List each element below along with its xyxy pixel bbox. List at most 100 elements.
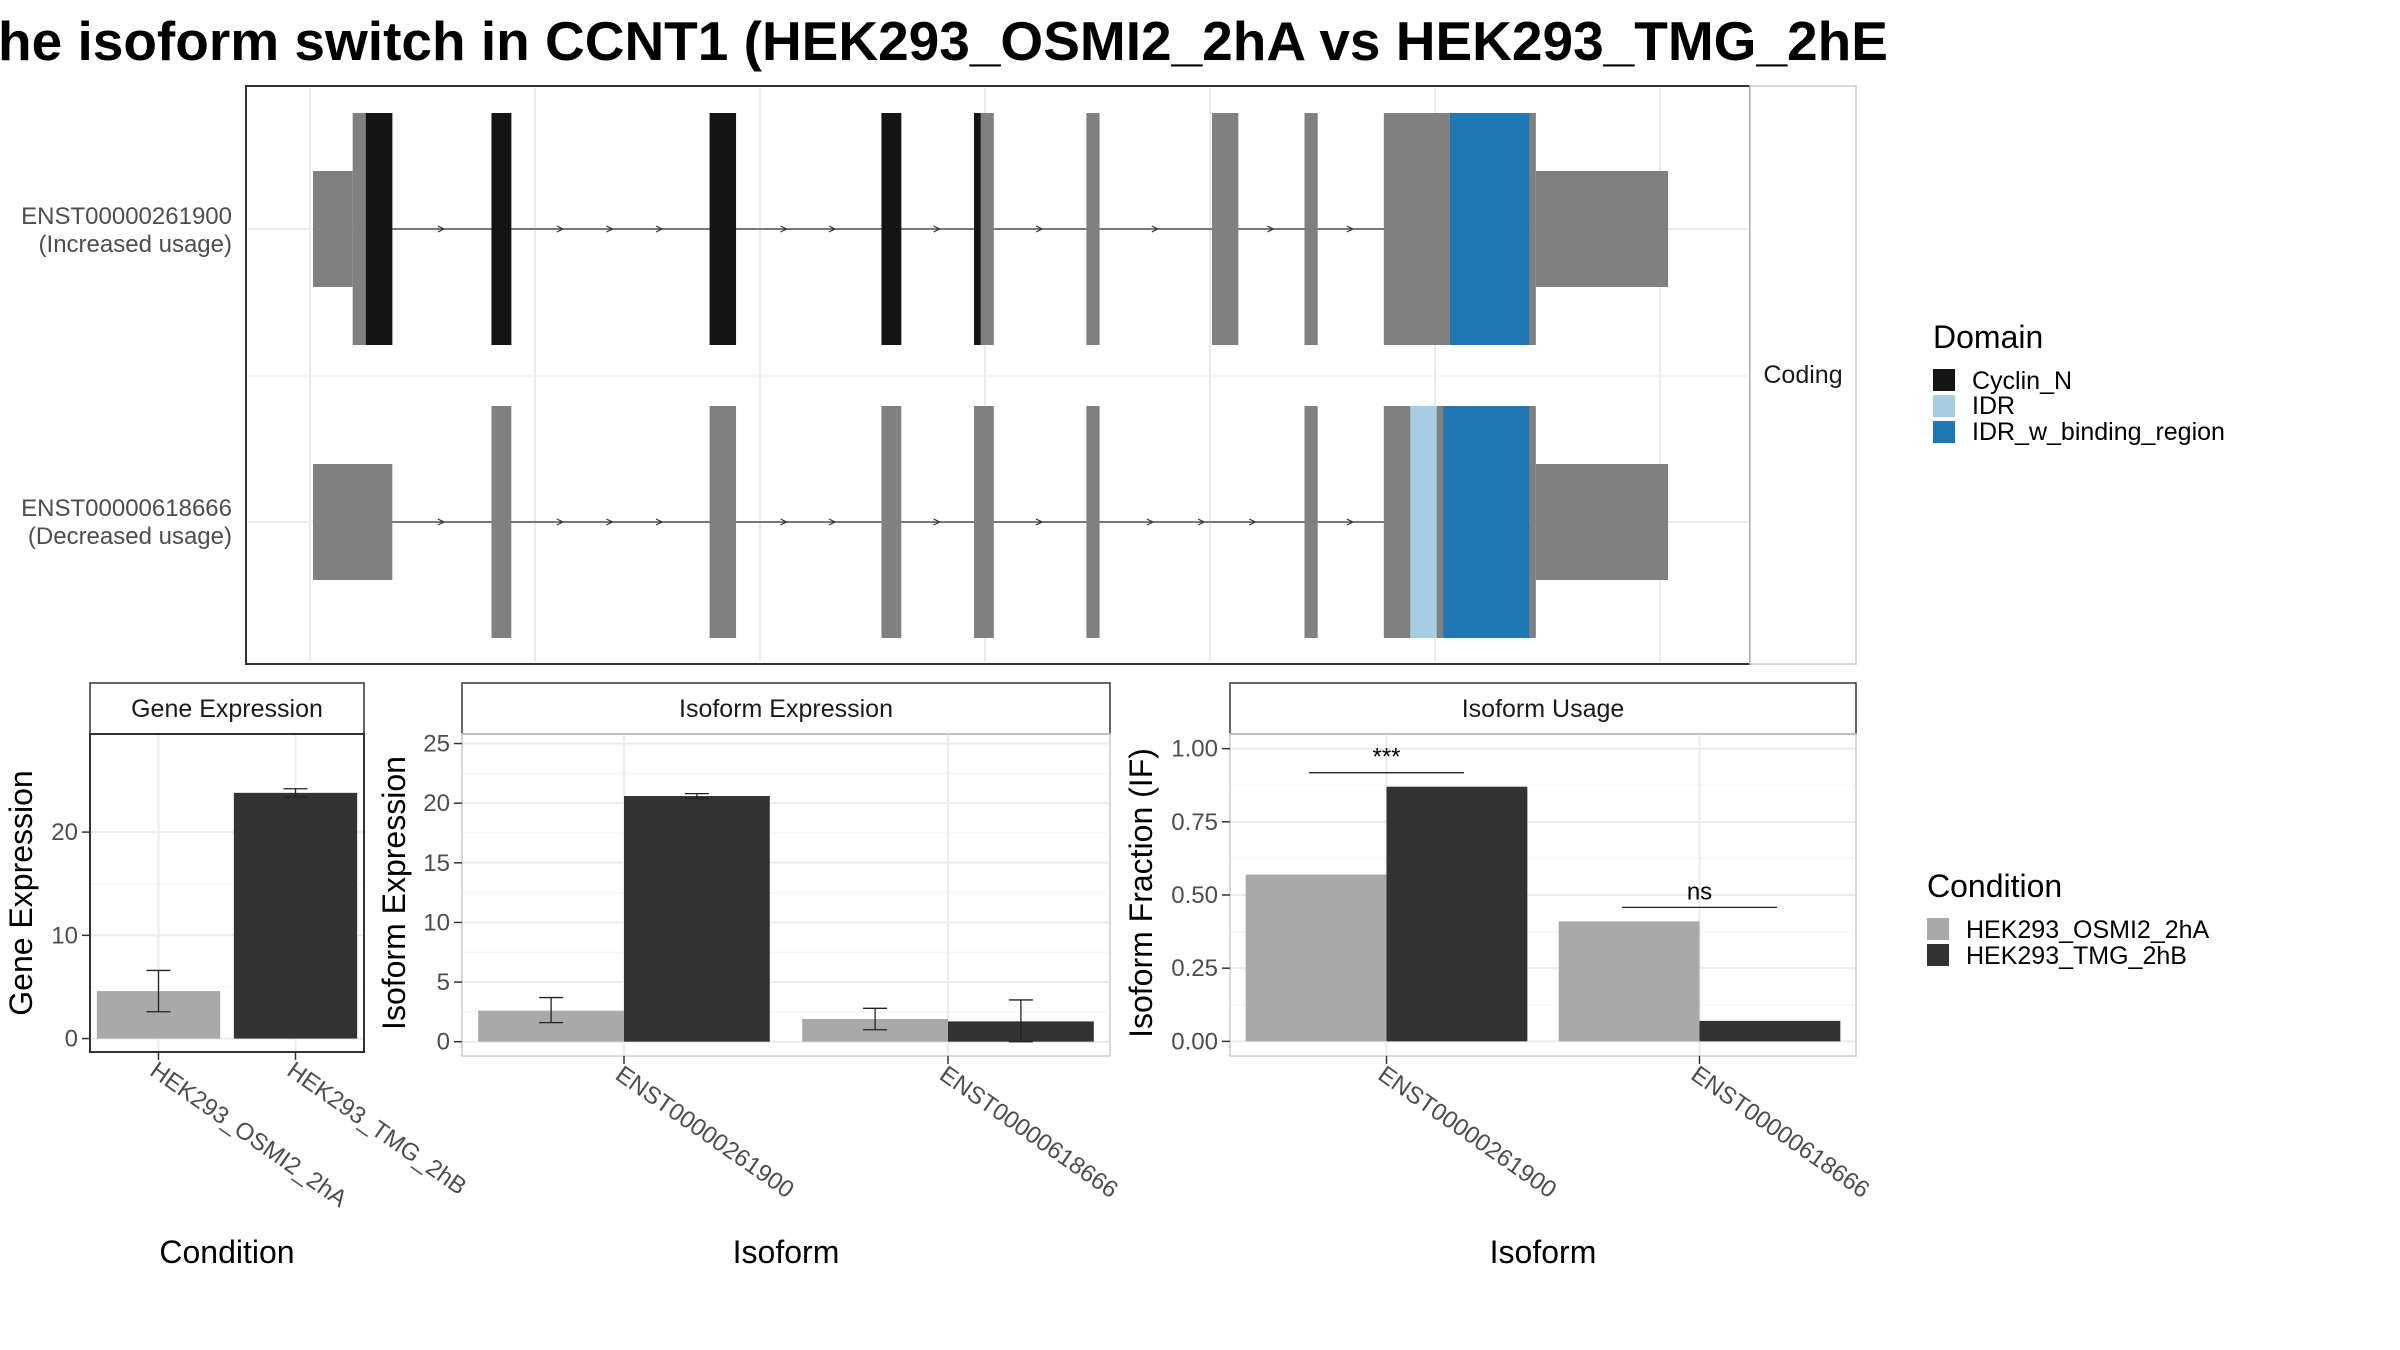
isoform-usage-xtick-label-enst00000618666: ENST00000618666 — [1686, 1061, 1874, 1204]
transcript-2-intron-arrow — [1249, 518, 1257, 526]
legend-key-hek293-osmi2-2ha — [1927, 918, 1949, 940]
transcript-2-domain-idr-w-binding-region-1 — [1443, 406, 1530, 638]
isoform-usage-x-label: Isoform — [1490, 1234, 1597, 1270]
isoform-expression-bar-enst00000261900-hek293-tmg-2hb — [624, 796, 770, 1042]
transcript-2-intron-arrow — [780, 518, 788, 526]
domain-legend-title: Domain — [1933, 319, 2043, 355]
isoform-expression-ytick-label-1: 5 — [437, 969, 450, 996]
isoform-expression-errorbar-enst00000618666-hek293-tmg-2hb — [1008, 999, 1033, 1043]
isoform-expression-gridlines — [462, 734, 1110, 1056]
isoform-expression-ytick-label-5: 25 — [423, 731, 450, 758]
transcript-1-domain-cyclin-n-2 — [491, 113, 512, 345]
isoform-usage-ytick-label-3: 0.75 — [1171, 809, 1218, 836]
gene-expression-bar-hek293-tmg-2hb — [233, 792, 358, 1039]
transcript-2-intron-arrow — [828, 518, 837, 526]
transcript-1-domain-cyclin-n-1 — [365, 113, 393, 345]
structure-strip-border — [1749, 85, 1857, 665]
isoform-expression-axes: 0 5 10 15 20 25 ENST00000261900 ENST00000618666 — [423, 731, 1122, 1204]
transcript-2-domain-idr-1 — [1410, 406, 1437, 638]
isoform-expression-ytick-label-3: 15 — [423, 850, 450, 877]
transcript-2-intron-arrow — [655, 518, 664, 526]
transcript-1-domain-cyclin-n-5 — [974, 113, 981, 345]
gene-expression-ytick-label-1: 10 — [51, 922, 78, 949]
transcript-1-intron-arrow — [655, 225, 664, 233]
gene-expression-y-label: Gene Expression — [3, 770, 39, 1015]
isoform-expression-xtick-label-enst00000618666: ENST00000618666 — [935, 1061, 1123, 1204]
gene-structure-panel: Coding ENST00000261900 (Increased usage)… — [21, 85, 1857, 665]
transcript-1-exon-9 — [1304, 113, 1318, 345]
transcript-2-intron-arrow — [1346, 518, 1355, 526]
legend-key-hek293-tmg-2hb — [1927, 944, 1949, 966]
legend-label-idr-w-binding-region: IDR_w_binding_region — [1972, 418, 2225, 446]
gene-expression-strip-label: Gene Expression — [131, 695, 323, 723]
isoform-expression-ytick-label-2: 10 — [423, 909, 450, 936]
isoform-usage-sig-label-enst00000618666: ns — [1687, 878, 1712, 905]
isoform-usage-y-label: Isoform Fraction (IF) — [1123, 748, 1159, 1038]
structure-facet-label: Coding — [1763, 361, 1842, 389]
transcript-2-intron-arrow — [933, 518, 941, 526]
transcript-2-exon-3 — [709, 406, 737, 638]
transcript-2-name: ENST00000618666 — [21, 495, 232, 522]
isoform-expression-y-label: Isoform Expression — [376, 756, 412, 1030]
legend-label-hek293-tmg-2hb: HEK293_TMG_2hB — [1966, 942, 2187, 970]
transcript-1-intron-arrow — [828, 225, 837, 233]
structure-tracks — [313, 113, 1669, 638]
transcript-1-intron-arrow — [1267, 225, 1275, 233]
transcript-1-intron-arrow — [780, 225, 788, 233]
isoform-expression-xtick-label-enst00000261900: ENST00000261900 — [611, 1061, 799, 1204]
isoform-expression-errorbar-enst00000618666-hek293-osmi2-2ha — [863, 1007, 888, 1031]
isoform-usage-bar-enst00000261900-hek293-osmi2-2ha — [1245, 874, 1387, 1042]
legend-label-hek293-osmi2-2ha: HEK293_OSMI2_2hA — [1966, 916, 2210, 944]
isoform-usage-bar-enst00000618666-hek293-osmi2-2ha — [1558, 921, 1700, 1042]
figure-title: he isoform switch in CCNT1 (HEK293_OSMI2… — [0, 10, 1888, 72]
gene-expression-bars — [96, 788, 358, 1039]
transcript-1-intron-arrow — [437, 225, 446, 233]
domain-legend: Domain Cyclin_N IDR IDR_w_binding_region — [1933, 319, 2225, 446]
isoform-expression-ytick-label-4: 20 — [423, 790, 450, 817]
transcript-2-exon-7 — [1304, 406, 1318, 638]
isoform-expression-plot-border — [461, 733, 1111, 1057]
transcript-1-intron-arrow — [1035, 225, 1044, 233]
transcript-1-exon-7 — [1086, 113, 1100, 345]
isoform-expression-strip — [461, 682, 1111, 735]
transcript-1-domain-idr-w-binding-region-1 — [1449, 113, 1530, 345]
transcript-1-exon-10 — [1383, 113, 1450, 345]
gene-expression-errorbar-hek293-osmi2-2ha — [146, 969, 171, 1013]
isoform-expression-panel: Isoform Expression 0 5 10 15 20 25 ENST0000026… — [376, 682, 1123, 1270]
legend-label-idr: IDR — [1972, 392, 2015, 420]
transcript-2-intron-arrow — [1146, 518, 1155, 526]
isoform-usage-xtick-label-enst00000261900: ENST00000261900 — [1373, 1061, 1561, 1204]
gene-expression-ytick-label-2: 20 — [51, 819, 78, 846]
transcript-2-intron-arrow — [1197, 518, 1206, 526]
transcript-1-name: ENST00000261900 — [21, 203, 232, 230]
transcript-1-status: (Increased usage) — [39, 231, 232, 258]
transcript-1-exon-12 — [1535, 171, 1669, 287]
gene-expression-x-label: Condition — [159, 1234, 294, 1270]
isoform-usage-ytick-label-1: 0.25 — [1171, 955, 1218, 982]
transcript-2-intron-arrow — [437, 518, 446, 526]
isoform-expression-bars — [478, 792, 1094, 1043]
transcript-2-exon-2 — [491, 406, 512, 638]
legend-key-idr — [1933, 395, 1955, 417]
isoform-usage-ytick-label-4: 1.00 — [1171, 736, 1218, 763]
transcript-1-exon-8 — [1211, 113, 1239, 345]
isoform-usage-strip — [1229, 682, 1857, 735]
isoform-usage-sig-label-enst00000261900: *** — [1372, 744, 1400, 771]
transcript-1-intron-arrow — [1346, 225, 1355, 233]
transcript-1-exon-1 — [313, 171, 353, 287]
isoform-expression-errorbar-enst00000261900-hek293-tmg-2hb — [684, 792, 709, 800]
isoform-expression-x-label: Isoform — [733, 1234, 840, 1270]
transcript-2-status: (Decreased usage) — [28, 523, 232, 550]
transcript-1-intron-arrow — [1151, 225, 1160, 233]
isoform-usage-ytick-label-2: 0.50 — [1171, 882, 1218, 909]
isoform-usage-bar-enst00000618666-hek293-tmg-2hb — [1699, 1020, 1841, 1042]
transcript-1-intron-arrow — [606, 225, 614, 233]
gene-expression-ytick-label-0: 0 — [65, 1026, 78, 1053]
isoform-expression-strip-label: Isoform Expression — [679, 695, 893, 723]
transcript-2-intron-arrow — [1035, 518, 1044, 526]
legend-key-cyclin-n — [1933, 369, 1955, 391]
isoform-usage-strip-label: Isoform Usage — [1462, 695, 1625, 723]
condition-legend-title: Condition — [1927, 868, 2062, 904]
transcript-2-intron-arrow — [606, 518, 614, 526]
